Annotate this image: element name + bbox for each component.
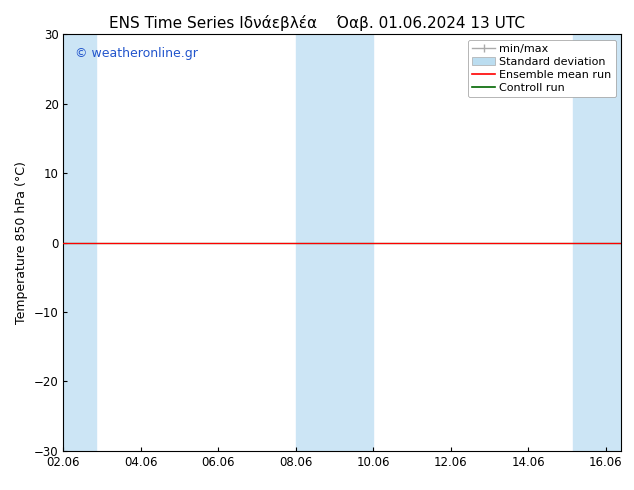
Legend: min/max, Standard deviation, Ensemble mean run, Controll run: min/max, Standard deviation, Ensemble me… <box>468 40 616 97</box>
Bar <box>296 34 373 451</box>
Bar <box>573 34 621 451</box>
Text: © weatheronline.gr: © weatheronline.gr <box>75 47 197 60</box>
Text: ENS Time Series Ιδνάεβλέα    Όαβ. 01.06.2024 13 UTC: ENS Time Series Ιδνάεβλέα Όαβ. 01.06.202… <box>109 15 525 31</box>
Bar <box>63 34 96 451</box>
Y-axis label: Temperature 850 hPa (°C): Temperature 850 hPa (°C) <box>15 161 29 324</box>
